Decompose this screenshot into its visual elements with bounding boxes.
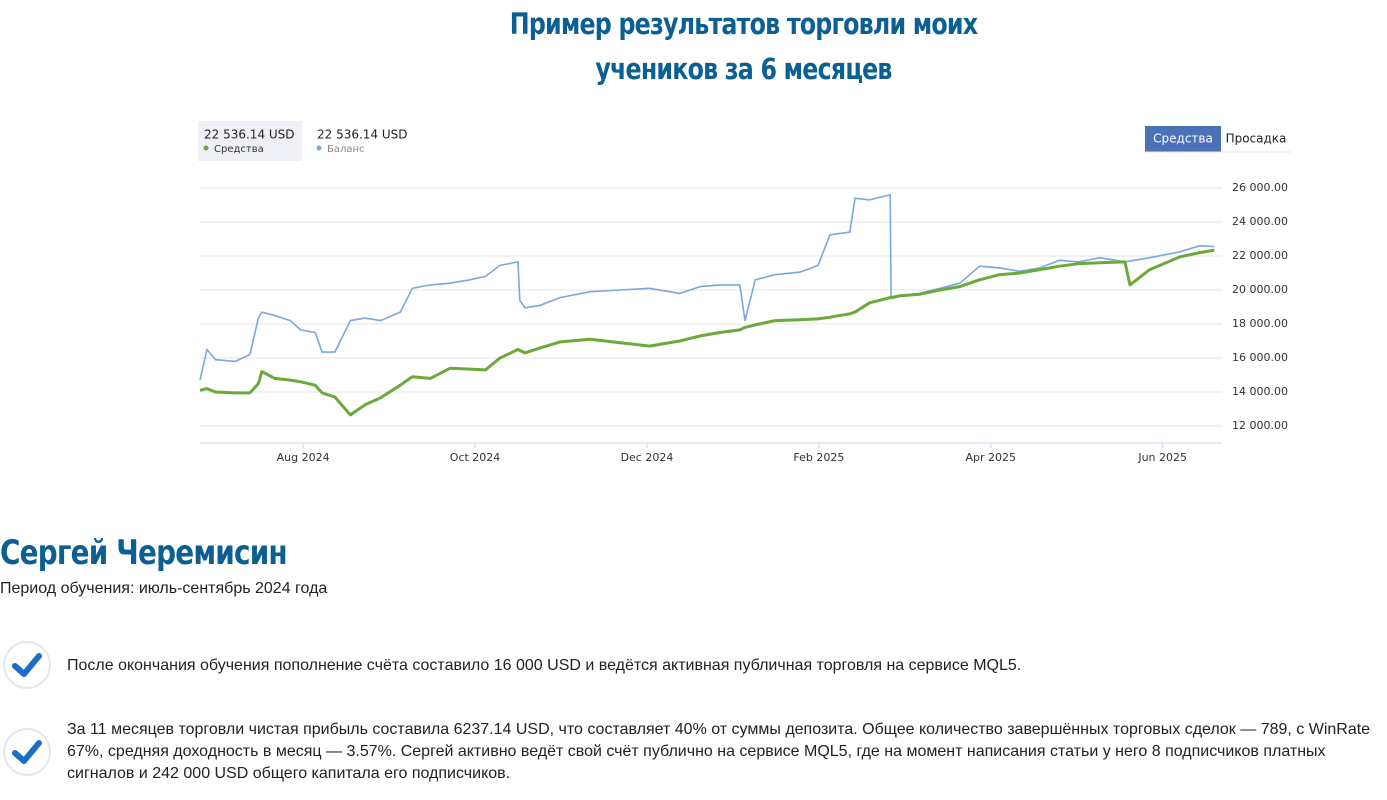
result-point: За 11 месяцев торговли чистая прибыль со… [67,721,1371,782]
y-tick-label: 24 000.00 [1232,215,1288,228]
tab-label[interactable]: Средства [1153,132,1213,146]
person-name: Сергей Черемисин [0,533,288,573]
series-line [199,248,1215,417]
tab-button[interactable] [1221,126,1291,152]
y-tick-label: 22 000.00 [1232,249,1288,262]
check-icon [3,641,51,689]
y-tick-label: 14 000.00 [1232,385,1288,398]
y-tick-label: 12 000.00 [1232,419,1288,432]
x-tick-label: Apr 2025 [966,451,1017,464]
check-icon [3,728,51,776]
page-title: Пример результатов торговли моих ученико… [0,2,1387,92]
x-tick-label: Dec 2024 [621,451,674,464]
title-line: Пример результатов торговли моих [509,7,978,41]
legend-active-bg [198,121,302,161]
y-tick-label: 16 000.00 [1232,351,1288,364]
x-tick-label: Feb 2025 [793,451,844,464]
legend-dot [316,145,322,151]
legend-dot [203,145,209,151]
legend-name: Баланс [327,144,365,155]
series-line [199,194,1215,381]
tab-label[interactable]: Просадка [1226,132,1287,146]
legend-value: 22 536.14 USD [204,128,295,142]
title-line: учеников за 6 месяцев [595,52,892,86]
legend-name: Средства [214,144,264,155]
chart: 12 000.00 14 000.00 16 000.00 18 000.00 20 0… [198,121,1291,464]
y-tick-label: 26 000.00 [1232,181,1288,194]
y-tick-label: 18 000.00 [1232,317,1288,330]
study-period: Период обучения: июль-сентябрь 2024 года [0,580,328,597]
x-tick-label: Oct 2024 [450,451,501,464]
tab-button[interactable] [1145,126,1221,152]
result-point: После окончания обучения пополнение счёт… [67,657,1022,674]
x-tick-label: Aug 2024 [277,451,330,464]
legend-value: 22 536.14 USD [317,128,408,142]
y-tick-label: 20 000.00 [1232,283,1288,296]
x-tick-label: Jun 2025 [1137,451,1187,464]
